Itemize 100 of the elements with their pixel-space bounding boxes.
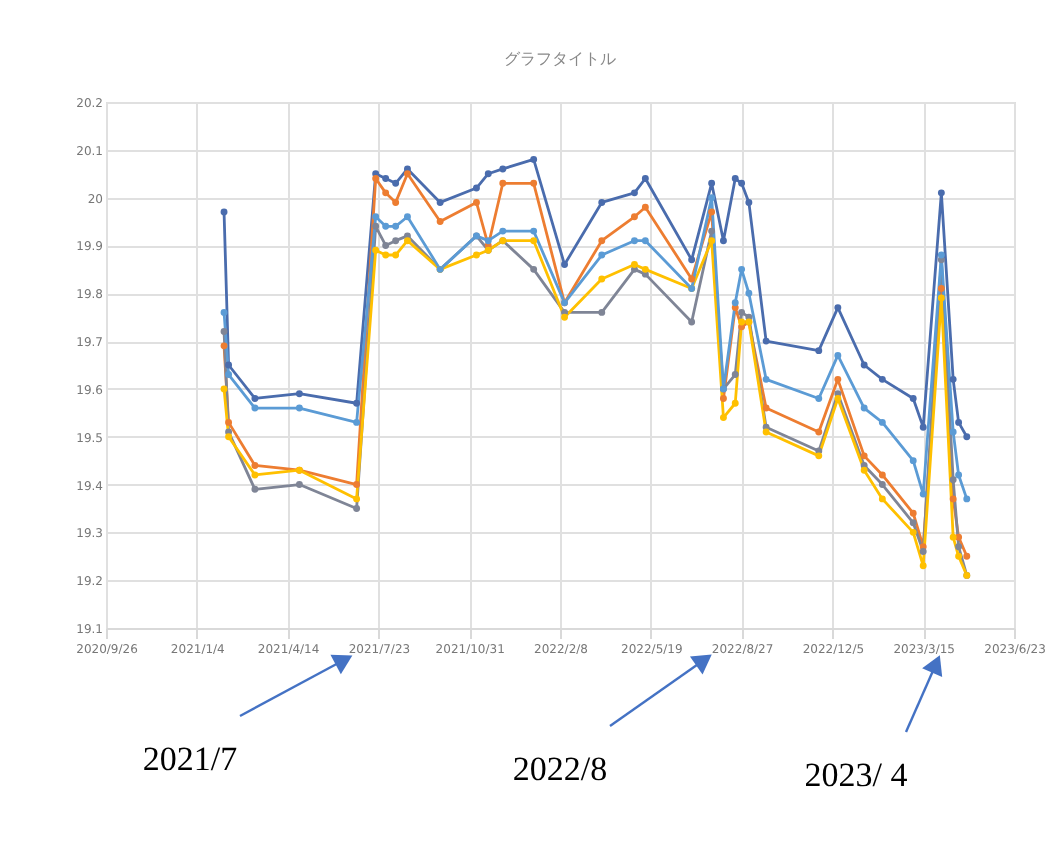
point <box>834 395 842 402</box>
point <box>473 184 480 192</box>
point <box>251 461 259 469</box>
point <box>530 179 538 187</box>
point <box>598 275 606 283</box>
point <box>731 175 739 182</box>
point <box>731 399 739 407</box>
point <box>251 485 259 493</box>
point <box>530 227 538 235</box>
point <box>878 481 886 488</box>
point <box>708 237 716 245</box>
point <box>630 213 638 221</box>
point <box>530 265 538 273</box>
text: 2022/8 <box>512 750 608 788</box>
point <box>641 237 649 245</box>
point <box>909 519 917 527</box>
point <box>762 337 770 345</box>
point <box>251 395 259 402</box>
point <box>688 256 696 264</box>
point <box>762 428 770 436</box>
point <box>708 194 716 202</box>
point <box>392 222 400 230</box>
point <box>909 509 917 517</box>
point <box>220 208 228 216</box>
point <box>499 165 507 173</box>
point <box>436 198 444 206</box>
point <box>937 189 945 197</box>
point <box>919 423 927 431</box>
point <box>815 395 823 402</box>
point <box>382 242 390 249</box>
point <box>372 222 380 230</box>
point <box>719 395 727 402</box>
point <box>353 505 361 512</box>
point <box>815 452 823 460</box>
point <box>220 328 228 335</box>
point <box>530 155 538 163</box>
point <box>738 265 746 273</box>
point <box>436 218 444 225</box>
point <box>762 375 770 383</box>
point <box>561 261 568 269</box>
point <box>403 170 411 178</box>
point <box>225 371 233 379</box>
point <box>392 198 400 206</box>
point <box>382 175 390 182</box>
point <box>630 189 638 197</box>
point <box>499 179 507 187</box>
point <box>372 213 380 221</box>
point <box>530 237 538 245</box>
point <box>220 308 228 316</box>
point <box>473 251 480 259</box>
point <box>295 404 303 412</box>
point <box>484 237 492 245</box>
point <box>251 404 259 412</box>
point <box>708 179 716 187</box>
point <box>919 562 927 570</box>
point <box>499 227 507 235</box>
point <box>598 308 606 316</box>
point <box>731 299 739 307</box>
text: 2021/7 <box>142 740 239 778</box>
point <box>949 533 957 541</box>
point <box>738 308 746 316</box>
point <box>598 237 606 245</box>
point <box>909 528 917 536</box>
point <box>955 471 963 479</box>
point <box>630 237 638 245</box>
point <box>955 418 963 426</box>
point <box>220 385 228 393</box>
point <box>937 285 945 292</box>
point <box>561 313 568 321</box>
point <box>919 548 927 555</box>
point <box>878 495 886 503</box>
point <box>598 198 606 206</box>
point <box>353 481 361 488</box>
point <box>878 418 886 426</box>
point <box>949 375 957 383</box>
point <box>392 251 400 259</box>
point <box>963 433 971 441</box>
point <box>353 399 361 407</box>
point <box>909 395 917 402</box>
point <box>708 208 716 216</box>
point <box>949 476 957 484</box>
point <box>949 495 957 503</box>
point <box>598 251 606 259</box>
point <box>688 318 696 326</box>
point <box>719 237 727 245</box>
text: 2023/ 4 <box>804 756 909 794</box>
point <box>353 495 361 503</box>
point <box>392 237 400 245</box>
point <box>834 351 842 359</box>
point <box>641 265 649 273</box>
point <box>372 246 380 254</box>
point <box>295 390 303 398</box>
point <box>738 318 746 326</box>
point <box>963 495 971 503</box>
point <box>834 375 842 383</box>
point <box>860 361 868 369</box>
point <box>762 404 770 412</box>
point <box>220 342 228 350</box>
point <box>745 198 753 206</box>
point <box>403 237 411 245</box>
